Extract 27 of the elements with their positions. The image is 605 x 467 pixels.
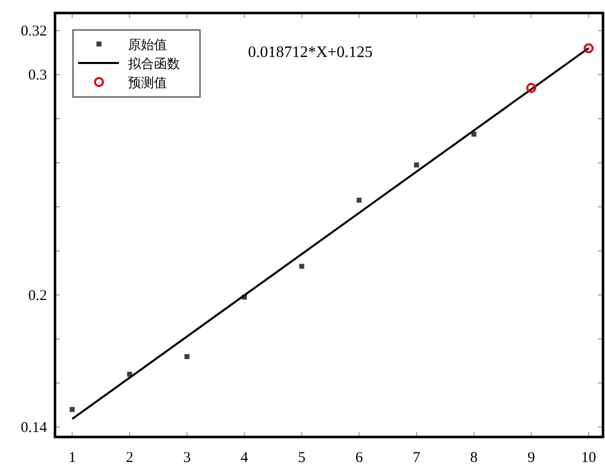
x-tick-label: 1 [68, 450, 76, 466]
point [356, 198, 362, 203]
point [414, 162, 420, 168]
point [184, 354, 190, 360]
annotation: 0.018712*X+0.125 [248, 44, 373, 61]
legend-label: 拟合函数 [128, 56, 180, 71]
x-tick-label: 6 [355, 450, 364, 466]
x-tick-label: 4 [240, 450, 249, 466]
x-tick-label: 5 [298, 450, 306, 466]
point [299, 264, 304, 269]
y-tick-label: 0.3 [28, 68, 47, 84]
x-tick-label: 8 [470, 450, 478, 466]
y-tick-label: 0.14 [20, 420, 48, 436]
y-tick-label: 0.2 [28, 288, 47, 304]
point [471, 132, 476, 137]
x-tick-label: 10 [581, 450, 596, 466]
x-tick-label: 9 [528, 450, 536, 466]
x-tick-label: 7 [412, 450, 421, 466]
point [70, 406, 75, 412]
point [127, 372, 132, 377]
point [584, 43, 594, 54]
x-tick-label: 2 [126, 450, 134, 466]
point [526, 82, 536, 93]
legend-label: 原始值 [128, 37, 167, 52]
legend-label: 预测值 [128, 75, 167, 90]
y-tick-label: 0.32 [20, 24, 47, 40]
x-tick-label: 3 [183, 450, 191, 466]
